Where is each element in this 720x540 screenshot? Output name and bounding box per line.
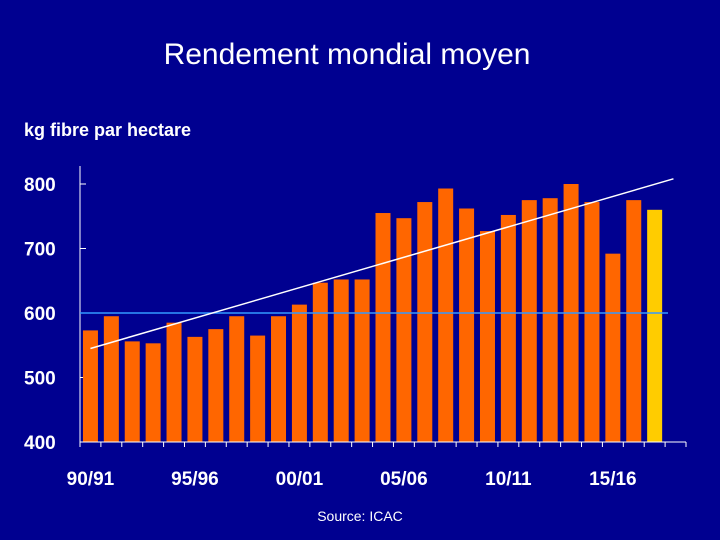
y-axis-label: kg fibre par hectare [24,120,192,140]
y-tick-label: 600 [24,304,56,325]
bar [103,316,119,442]
bar [605,253,621,442]
bar [438,188,454,442]
bar [271,316,287,442]
source-note: Source: ICAC [317,508,403,524]
bar [312,282,328,442]
bar [459,208,475,442]
x-tick-label: 90/91 [67,469,115,490]
x-tick-label: 95/96 [171,469,219,490]
bar [82,330,98,442]
bar [647,209,663,442]
bar [500,214,516,442]
y-tick-label: 400 [24,433,56,454]
trend-line [90,178,674,350]
bar [584,202,600,442]
bar [521,200,537,442]
x-tick-label: 10/11 [485,469,532,490]
x-tick-label: 00/01 [276,469,324,490]
chart-title: Rendement mondial moyen [163,38,531,71]
x-tick-label: 15/16 [589,469,637,490]
bar [229,316,245,442]
bar [333,279,349,442]
x-tick-label: 05/06 [380,469,428,490]
bar [250,335,266,442]
bar [166,322,182,442]
bar [626,200,642,442]
bar [187,336,203,442]
y-tick-label: 700 [24,240,56,261]
bar [208,329,224,442]
bar [124,341,140,442]
bar [417,202,433,442]
bar [396,218,412,442]
bar [542,198,558,442]
bar [354,279,370,442]
bar [145,343,161,442]
y-tick-label: 800 [24,175,56,196]
y-tick-label: 500 [24,369,56,390]
bar [291,304,307,442]
bar [375,213,391,442]
bar [479,231,495,442]
